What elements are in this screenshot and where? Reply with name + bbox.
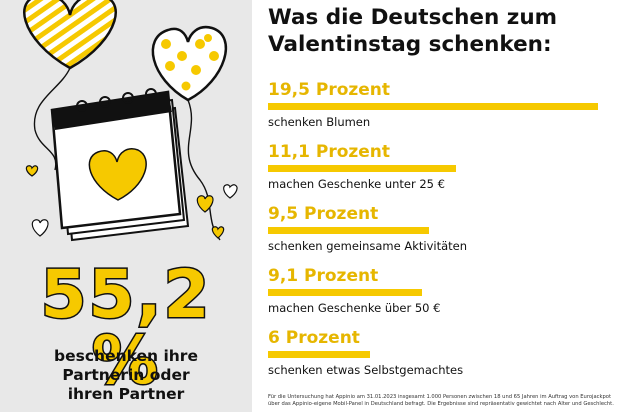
bar (268, 165, 456, 172)
share-caption-line: Partnerin oder (62, 366, 190, 384)
bar-category-label: machen Geschenke unter 25 € (268, 177, 445, 191)
bar-category-label: machen Geschenke über 50 € (268, 301, 441, 315)
bar-value-label: 9,5 Prozent (268, 204, 379, 224)
bar-track (268, 165, 598, 172)
bar (268, 103, 598, 110)
bar-value-label: 11,1 Prozent (268, 142, 391, 162)
bar-track (268, 351, 598, 358)
bar-item: 9,5 Prozent schenken gemeinsame Aktivitä… (268, 204, 624, 253)
share-caption-line: ihren Partner (67, 385, 185, 403)
chart-panel: Was die Deutschen zum Valentinstag schen… (268, 0, 624, 412)
bar-track (268, 227, 598, 234)
small-heart-icon (25, 165, 238, 239)
bar-track (268, 103, 598, 110)
bar-value-label: 9,1 Prozent (268, 266, 379, 286)
bar-item: 11,1 Prozent machen Geschenke unter 25 € (268, 142, 624, 191)
bar-track (268, 289, 598, 296)
chart-title-line: Valentinstag schenken: (268, 32, 552, 57)
left-panel: 55,2 % beschenken ihre Partnerin oder ih… (0, 0, 252, 412)
calendar-heart-icon (50, 88, 190, 242)
share-caption-line: beschenken ihre (54, 347, 198, 365)
methodology-footnote: Für die Untersuchung hat Appinio am 31.0… (268, 394, 614, 407)
bar-item: 9,1 Prozent machen Geschenke über 50 € (268, 266, 624, 315)
bar-category-label: schenken gemeinsame Aktivitäten (268, 239, 468, 253)
bar-item: 19,5 Prozent schenken Blumen (268, 80, 624, 129)
bar-value-label: 6 Prozent (268, 328, 360, 348)
bar-value-label: 19,5 Prozent (268, 80, 391, 100)
bar-category-label: schenken etwas Selbstgemachtes (268, 363, 464, 377)
bar-item: 6 Prozent schenken etwas Selbstgemachtes (268, 328, 624, 377)
chart-title: Was die Deutschen zum Valentinstag schen… (268, 4, 628, 58)
bar-category-label: schenken Blumen (268, 115, 371, 129)
striped-heart-balloon-icon (23, 0, 117, 171)
chart-title-line: Was die Deutschen zum (268, 5, 558, 30)
bar (268, 289, 422, 296)
valentine-illustration (23, 0, 238, 242)
bar (268, 227, 429, 234)
bar (268, 351, 370, 358)
dotted-heart-balloon-icon (151, 25, 228, 241)
share-figure: 55,2 % (39, 256, 212, 399)
share-caption: beschenken ihre Partnerin oder ihren Par… (0, 347, 252, 404)
